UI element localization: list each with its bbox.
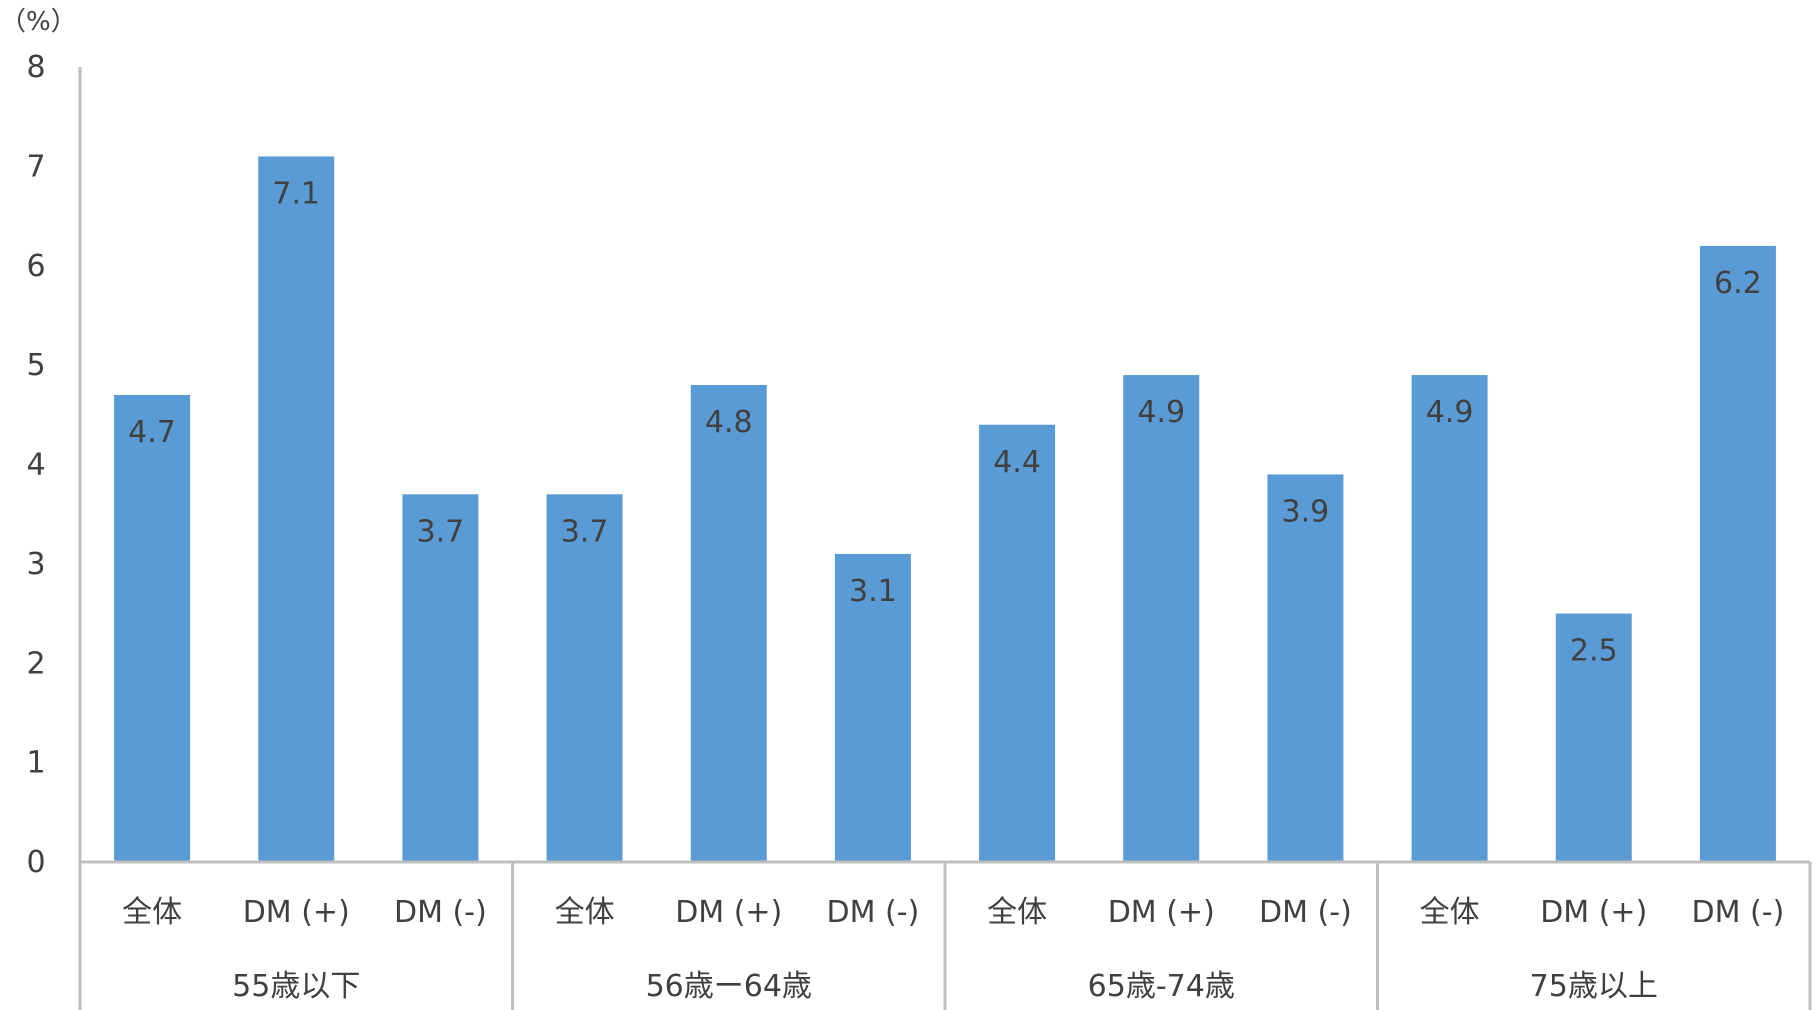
y-tick-label: 6 — [26, 249, 45, 284]
category-label: DM (+) — [1540, 895, 1647, 930]
y-tick-label: 1 — [26, 746, 45, 781]
y-tick-label: 0 — [26, 845, 45, 880]
bar — [402, 494, 479, 862]
category-label: 全体 — [122, 895, 182, 930]
data-label: 4.9 — [1137, 395, 1185, 430]
y-axis-ticks: 0 1 2 3 4 5 6 7 8 — [26, 50, 45, 880]
category-label: 全体 — [555, 895, 615, 930]
category-labels: 全体 DM (+) DM (-) 全体 DM (+) DM (-) 全体 DM (+) DM (… — [122, 895, 1784, 930]
data-label: 4.7 — [128, 415, 176, 450]
bar — [1411, 375, 1488, 862]
data-labels: 4.7 7.1 3.7 3.7 4.8 3.1 4.4 4.9 3.9 4.9 2.5 6.2 — [128, 176, 1762, 668]
bar — [258, 156, 335, 862]
y-tick-label: 8 — [26, 50, 45, 85]
y-tick-label: 3 — [26, 547, 45, 582]
data-label: 7.1 — [272, 176, 320, 211]
data-label: 3.7 — [417, 514, 465, 549]
group-label: 55歳以下 — [232, 969, 360, 1004]
category-label: DM (+) — [243, 895, 350, 930]
category-label: 全体 — [987, 895, 1047, 930]
bar — [1555, 613, 1632, 862]
group-label: 75歳以上 — [1530, 969, 1658, 1004]
category-label: DM (-) — [1692, 895, 1785, 930]
bar — [979, 424, 1056, 862]
data-label: 4.9 — [1426, 395, 1474, 430]
data-label: 4.8 — [705, 405, 753, 440]
category-label: DM (+) — [1108, 895, 1215, 930]
category-label: 全体 — [1420, 895, 1480, 930]
category-label: DM (+) — [675, 895, 782, 930]
category-label: DM (-) — [394, 895, 487, 930]
bar — [690, 385, 767, 862]
category-label: DM (-) — [1259, 895, 1352, 930]
data-label: 6.2 — [1714, 266, 1762, 301]
group-label: 56歳ー64歳 — [646, 969, 812, 1004]
y-tick-label: 5 — [26, 348, 45, 383]
axes — [78, 67, 1812, 1010]
group-labels: 55歳以下 56歳ー64歳 65歳-74歳 75歳以上 — [232, 969, 1658, 1004]
category-label: DM (-) — [827, 895, 920, 930]
y-tick-label: 2 — [26, 646, 45, 681]
data-label: 3.1 — [849, 574, 897, 609]
data-label: 3.7 — [561, 514, 609, 549]
bar — [1699, 245, 1776, 862]
y-tick-label: 7 — [26, 149, 45, 184]
data-label: 2.5 — [1570, 634, 1618, 669]
y-axis-unit-label: （%） — [0, 7, 77, 37]
data-label: 4.4 — [993, 445, 1041, 480]
bar — [834, 553, 911, 862]
group-label: 65歳-74歳 — [1088, 969, 1235, 1004]
bar — [1267, 474, 1344, 862]
bar — [114, 394, 191, 862]
data-label: 3.9 — [1282, 494, 1330, 529]
bar — [1123, 375, 1200, 862]
bar — [546, 494, 623, 862]
bars — [114, 156, 1776, 862]
y-tick-label: 4 — [26, 448, 45, 483]
